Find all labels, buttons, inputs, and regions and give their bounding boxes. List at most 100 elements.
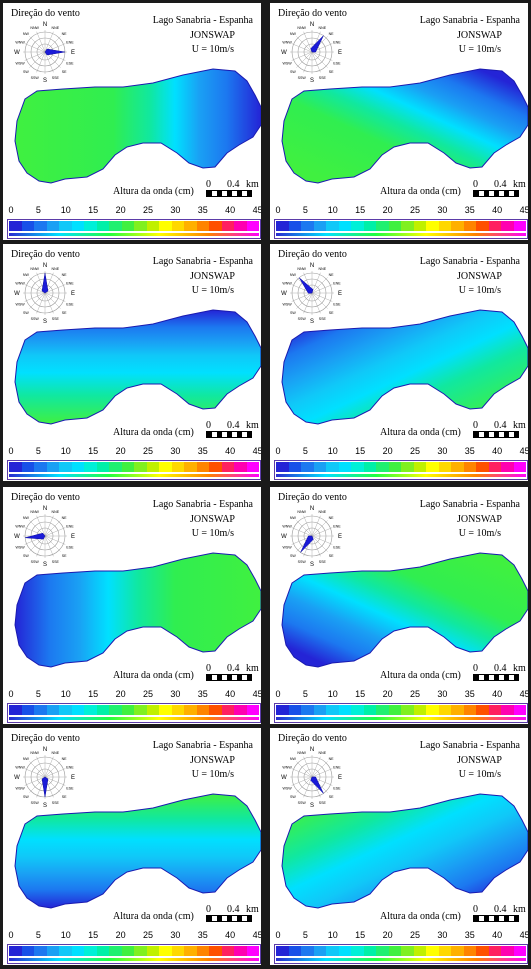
rose-label-e: E	[71, 50, 75, 56]
lake-title: Lago Sanabria - Espanha	[419, 256, 520, 267]
colorbar-cell	[476, 946, 489, 956]
colorbar-cell	[159, 462, 172, 472]
rose-label-sw: SW	[290, 795, 296, 799]
colorbar-cell	[513, 462, 526, 472]
rose-label-e: E	[71, 534, 75, 540]
rose-label-nnw: NNW	[30, 510, 39, 514]
colorbar-ticks: 0 5 10 15 20 25 30 35 40 45	[270, 446, 528, 460]
rose-label-nne: NNE	[52, 510, 60, 514]
colorbar-cell	[59, 221, 72, 231]
wave-height-label: Altura da onda (cm)	[113, 427, 194, 438]
scale-bar-graphic	[473, 431, 519, 438]
rose-label-nw: NW	[290, 273, 297, 277]
colorbar-cell	[96, 221, 109, 231]
colorbar-cell	[376, 462, 389, 472]
lake-wave-field	[14, 793, 261, 909]
colorbar-cell	[146, 221, 159, 231]
wind-arrow	[300, 535, 314, 553]
rose-label-wsw: WSW	[282, 61, 292, 65]
rose-label-nw: NW	[290, 32, 297, 36]
rose-label-ese: ESE	[66, 786, 74, 790]
colorbar-cell	[426, 946, 439, 956]
scale-bar: 0 0.4 km	[202, 420, 261, 440]
scale-value: 0.4	[494, 179, 507, 190]
rose-label-wsw: WSW	[15, 302, 25, 306]
scale-bar-graphic	[473, 674, 519, 681]
rose-label-se: SE	[62, 311, 67, 315]
rose-label-ene: ENE	[333, 41, 341, 45]
colorbar-cell	[121, 705, 134, 715]
rose-spoke	[44, 31, 54, 53]
colorbar-cell	[351, 946, 364, 956]
colorbar-cell	[276, 705, 289, 715]
rose-label-e: E	[71, 291, 75, 297]
colorbar-cell	[9, 946, 22, 956]
colorbar-cell	[451, 462, 464, 472]
colorbar-tick-label: 35	[197, 930, 208, 940]
rose-label-nw: NW	[23, 273, 30, 277]
colorbar-ticks: 0 5 10 15 20 25 30 35 40 45	[270, 930, 528, 944]
lake-map	[14, 552, 261, 668]
colorbar-cell	[376, 221, 389, 231]
colorbar-cell	[288, 705, 301, 715]
colorbar-cell	[338, 221, 351, 231]
rose-spoke	[303, 51, 313, 73]
scale-zero: 0	[206, 420, 211, 431]
colorbar-cells	[276, 221, 526, 231]
rose-label-w: W	[281, 291, 287, 297]
scale-unit: km	[246, 179, 259, 190]
colorbar-cell	[438, 221, 451, 231]
rose-label-ssw: SSW	[31, 317, 40, 321]
rose-spoke	[24, 776, 46, 786]
wave-height-label: Altura da onda (cm)	[380, 670, 461, 681]
rose-label-wsw: WSW	[282, 545, 292, 549]
colorbar-cell	[159, 946, 172, 956]
colorbar-tick-label: 25	[142, 205, 154, 215]
colorbar-cell	[34, 462, 47, 472]
rose-label-ne: NE	[329, 516, 335, 520]
rose-label-nw: NW	[23, 757, 30, 761]
rose-spoke	[311, 51, 321, 73]
wind-direction-title: Direção do vento	[11, 249, 80, 260]
rose-label-ese: ESE	[333, 545, 341, 549]
colorbar-cell	[171, 462, 184, 472]
rose-spoke	[44, 535, 61, 552]
rose-label-sw: SW	[290, 311, 296, 315]
rose-label-sse: SSE	[52, 560, 60, 564]
colorbar-cell	[501, 705, 514, 715]
colorbar-cell	[476, 221, 489, 231]
colorbar-cell	[488, 221, 501, 231]
rose-label-e: E	[71, 775, 75, 781]
scale-bar: 0 0.4 km	[469, 663, 528, 683]
colorbar-tick-label: 30	[437, 446, 448, 456]
rose-label-ssw: SSW	[298, 76, 307, 80]
colorbar-gradient-line	[276, 474, 526, 477]
colorbar-cell	[196, 946, 209, 956]
rose-label-s: S	[43, 803, 47, 808]
rose-label-nne: NNE	[319, 751, 327, 755]
scale-zero: 0	[473, 904, 478, 915]
colorbar-cell	[9, 221, 22, 231]
rose-spoke	[36, 51, 46, 73]
colorbar-cell	[171, 946, 184, 956]
colorbar-gradient-line	[276, 958, 526, 961]
colorbar-cell	[209, 705, 222, 715]
colorbar	[274, 219, 528, 239]
rose-label-wsw: WSW	[15, 545, 25, 549]
colorbar-cells	[276, 705, 526, 715]
rose-label-e: E	[338, 50, 342, 56]
colorbar-cell	[184, 462, 197, 472]
rose-label-sse: SSE	[52, 76, 60, 80]
rose-spoke	[44, 51, 54, 73]
wind-arrow	[310, 35, 324, 53]
colorbar-cell	[184, 705, 197, 715]
wind-direction-title: Direção do vento	[11, 8, 80, 19]
colorbar-cell	[71, 705, 84, 715]
colorbar-tick-label: 10	[60, 689, 71, 699]
colorbar-cell	[84, 462, 97, 472]
wind-arrow	[25, 532, 46, 540]
colorbar-gradient-line	[9, 958, 259, 961]
